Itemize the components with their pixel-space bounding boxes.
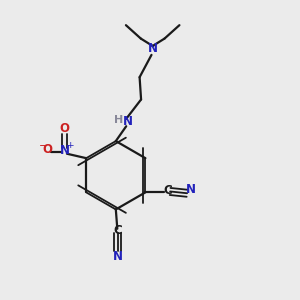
Text: N: N <box>186 183 196 196</box>
Text: N: N <box>148 42 158 56</box>
Text: N: N <box>59 144 70 157</box>
Text: N: N <box>122 115 132 128</box>
Text: O: O <box>59 122 70 135</box>
Text: C: C <box>163 184 172 197</box>
Text: +: + <box>66 141 74 150</box>
Text: H: H <box>114 115 123 125</box>
Text: −: − <box>38 141 48 151</box>
Text: C: C <box>113 224 122 237</box>
Text: N: N <box>113 250 123 263</box>
Text: O: O <box>43 143 52 156</box>
